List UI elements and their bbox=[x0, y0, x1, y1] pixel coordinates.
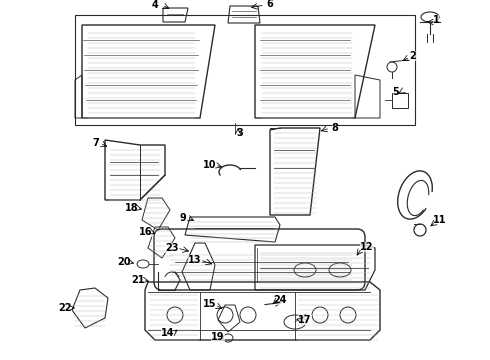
Text: 5: 5 bbox=[392, 87, 399, 97]
Text: 22: 22 bbox=[58, 303, 72, 313]
Text: 13: 13 bbox=[188, 255, 202, 265]
Text: 3: 3 bbox=[237, 128, 244, 138]
Text: 17: 17 bbox=[298, 315, 312, 325]
Text: 6: 6 bbox=[267, 0, 273, 9]
Text: 15: 15 bbox=[203, 299, 217, 309]
Text: 14: 14 bbox=[161, 328, 175, 338]
Text: 1: 1 bbox=[433, 15, 440, 25]
Text: 2: 2 bbox=[410, 51, 416, 61]
Text: 11: 11 bbox=[433, 215, 447, 225]
Text: 18: 18 bbox=[125, 203, 139, 213]
Text: 20: 20 bbox=[117, 257, 131, 267]
Text: 10: 10 bbox=[203, 160, 217, 170]
Text: 19: 19 bbox=[211, 332, 225, 342]
Text: 16: 16 bbox=[139, 227, 153, 237]
Text: 8: 8 bbox=[332, 123, 339, 133]
Text: 4: 4 bbox=[151, 0, 158, 10]
Text: 21: 21 bbox=[131, 275, 145, 285]
Text: 12: 12 bbox=[360, 242, 374, 252]
Text: 9: 9 bbox=[180, 213, 186, 223]
Text: 23: 23 bbox=[165, 243, 179, 253]
Text: 7: 7 bbox=[93, 138, 99, 148]
Text: 24: 24 bbox=[273, 295, 287, 305]
